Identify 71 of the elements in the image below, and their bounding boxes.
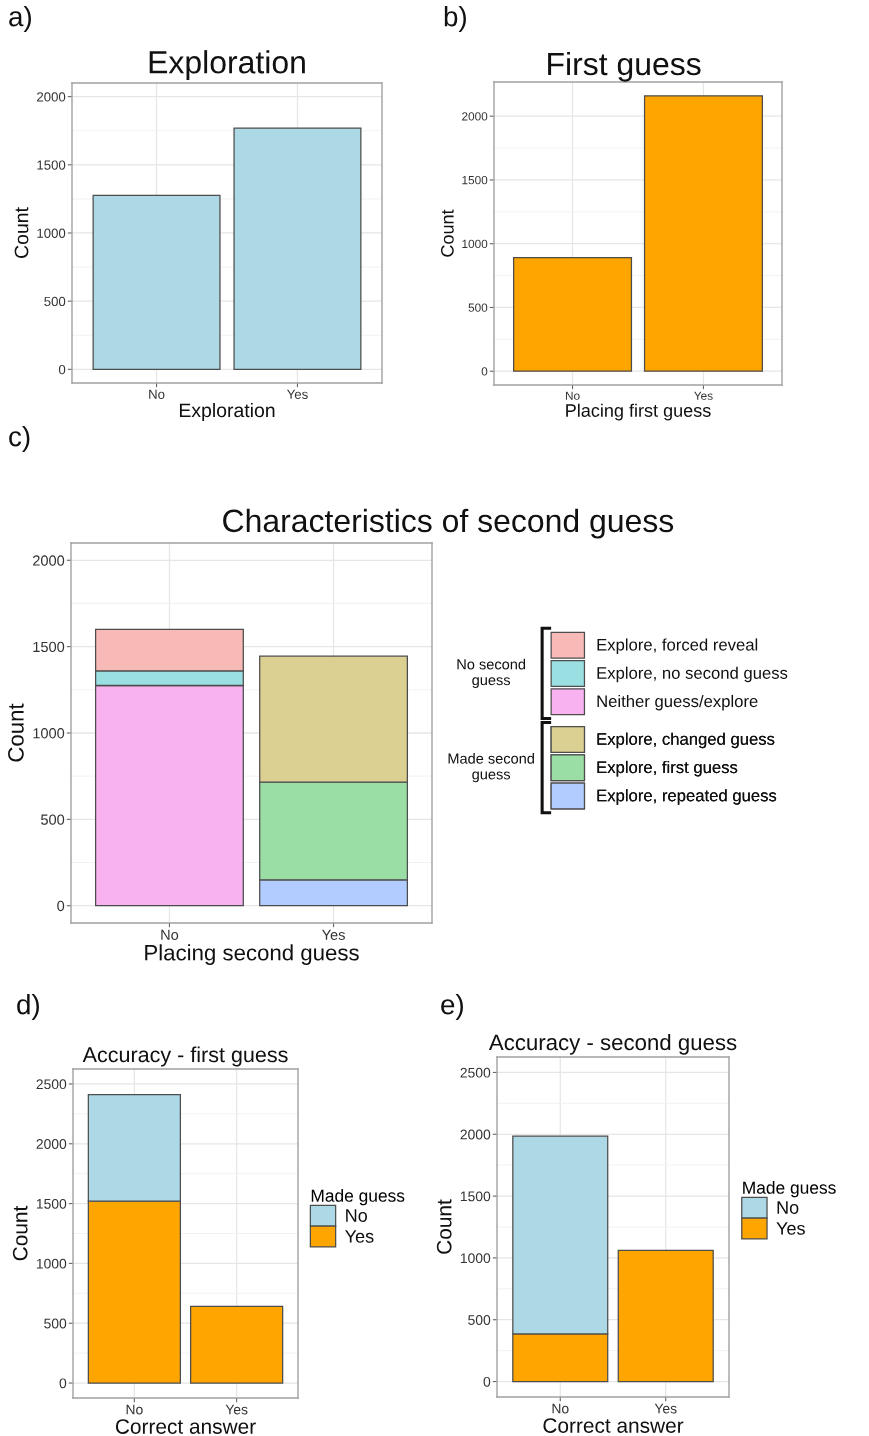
y-tick-label: 1000 — [36, 1258, 67, 1269]
y-tick-label: 1000 — [37, 228, 66, 238]
y-tick-label: 500 — [468, 303, 488, 312]
text: a) — [9, 6, 31, 32]
legend-label: Explore, changed guess — [597, 732, 775, 749]
y-axis-title: Count — [14, 207, 29, 258]
y-tick-label: 1000 — [462, 239, 488, 249]
y-tick-label: 1000 — [33, 728, 65, 739]
y-axis-title: Count — [436, 1199, 452, 1254]
x-tick-label: Yes — [225, 1404, 248, 1415]
bar — [617, 1249, 714, 1383]
y-tick-label: 0 — [58, 364, 66, 375]
chart-title: Accuracy - second guess — [488, 1033, 737, 1055]
chart-title: Accuracy - first guess — [82, 1046, 288, 1067]
y-tick-label: 0 — [59, 1378, 67, 1389]
legend-label: Yes — [776, 1222, 805, 1235]
legend-title: Made guess — [743, 1181, 836, 1198]
x-tick-label: No — [552, 1403, 569, 1414]
y-tick-label: 2500 — [460, 1067, 491, 1078]
y-tick-label: 1500 — [460, 1191, 491, 1202]
x-tick-label: Yes — [654, 1403, 677, 1414]
chart-title: Characteristics of second guess — [223, 508, 674, 539]
x-axis-title: Exploration — [179, 402, 275, 422]
text: b) — [444, 6, 466, 32]
text: No second guess — [457, 658, 526, 689]
legend-label: Explore, forced reveal — [597, 638, 758, 654]
legend-title: Made guess — [311, 1189, 405, 1206]
x-tick-label: No — [149, 389, 165, 399]
legend-label: Yes — [345, 1230, 374, 1243]
y-tick-label: 1500 — [33, 641, 65, 653]
y-tick-label: 0 — [481, 367, 488, 376]
y-tick-label: 500 — [41, 814, 65, 825]
y-tick-label: 2000 — [37, 92, 66, 102]
legend-label: Neither guess/explore — [597, 694, 758, 711]
y-tick-label: 2000 — [33, 555, 65, 566]
y-tick-label: 2500 — [36, 1079, 67, 1090]
y-tick-label: 500 — [44, 1318, 67, 1329]
text: d) — [17, 994, 39, 1020]
y-axis-title: Count — [12, 1205, 28, 1261]
x-axis-title: Placing first guess — [566, 403, 711, 421]
text: e) — [441, 994, 463, 1020]
y-tick-label: 500 — [44, 296, 66, 307]
legend-label: Explore, first guess — [597, 760, 738, 777]
legend-label: No — [777, 1201, 799, 1214]
y-tick-label: 0 — [483, 1376, 491, 1387]
legend-label: No — [346, 1209, 367, 1222]
y-tick-label: 2000 — [36, 1139, 67, 1149]
legend-label: Explore, no second guess — [597, 666, 788, 683]
x-tick-label: No — [565, 391, 580, 400]
y-tick-label: 1500 — [36, 1198, 67, 1209]
x-tick-label: No — [126, 1404, 143, 1415]
y-tick-label: 2000 — [462, 112, 488, 121]
x-tick-label: Yes — [286, 389, 308, 399]
y-axis-title: Count — [8, 703, 24, 762]
y-tick-label: 0 — [57, 900, 65, 912]
bar — [189, 1305, 284, 1384]
y-tick-label: 1000 — [460, 1253, 491, 1264]
y-tick-label: 2000 — [460, 1129, 491, 1140]
chart-title: Exploration — [149, 50, 305, 80]
text: Made second guess — [448, 753, 534, 783]
x-axis-title: Correct answer — [543, 1418, 684, 1433]
legend-label: Explore, repeated guess — [597, 789, 777, 805]
y-axis-title: Count — [440, 209, 454, 257]
y-tick-label: 1500 — [462, 175, 488, 185]
x-axis-title: Correct answer — [115, 1419, 256, 1434]
x-axis-title: Placing second guess — [145, 944, 359, 965]
x-tick-label: Yes — [694, 391, 713, 400]
text: c) — [9, 426, 30, 452]
y-tick-label: 1500 — [37, 160, 66, 170]
chart-title: First guess — [548, 51, 701, 82]
y-tick-label: 500 — [468, 1315, 491, 1325]
